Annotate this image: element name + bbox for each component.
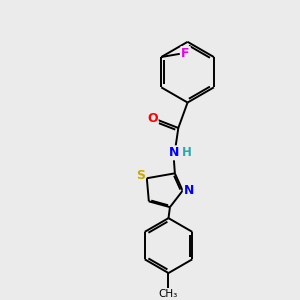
Text: N: N	[184, 184, 194, 197]
Text: O: O	[147, 112, 158, 124]
Text: N: N	[169, 146, 179, 159]
Text: H: H	[182, 146, 192, 159]
Text: CH₃: CH₃	[159, 290, 178, 299]
Text: S: S	[136, 169, 145, 182]
Text: F: F	[181, 47, 190, 60]
